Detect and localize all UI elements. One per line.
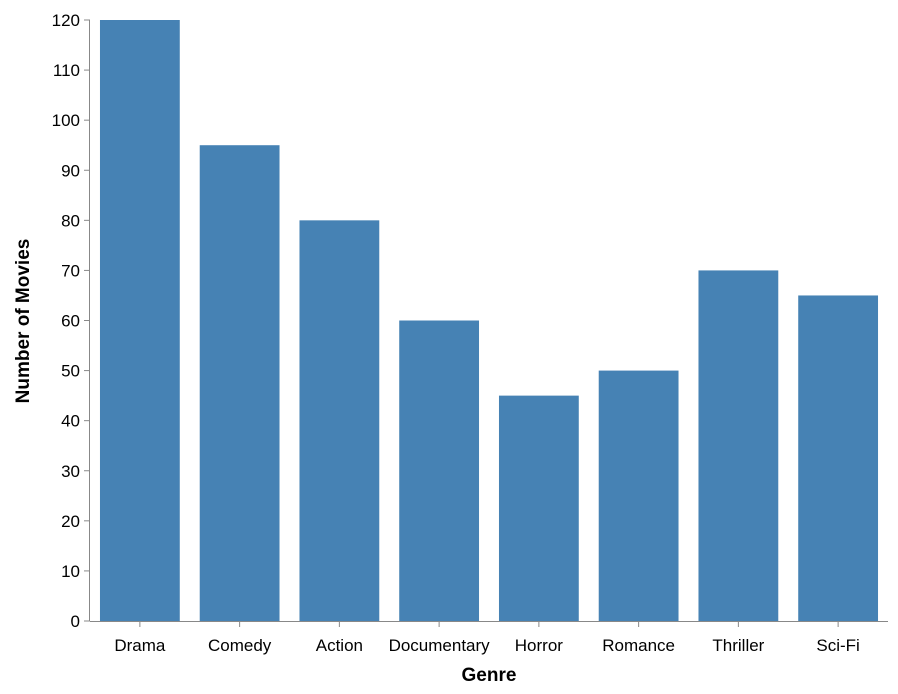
x-tick-label-comedy: Comedy [208, 636, 272, 655]
bars-group [99, 20, 879, 622]
y-tick-label-10: 10 [61, 562, 80, 581]
bar-thriller [698, 270, 779, 621]
bar-sci-fi [798, 295, 879, 621]
y-tick-label-0: 0 [71, 612, 80, 631]
y-tick-label-20: 20 [61, 512, 80, 531]
y-tick-label-120: 120 [52, 11, 80, 30]
bar-drama [99, 20, 180, 621]
y-tick-label-110: 110 [53, 61, 80, 80]
bar-action [299, 220, 380, 622]
x-tick-label-action: Action [316, 636, 363, 655]
y-tick-label-70: 70 [61, 261, 80, 280]
x-axis: Drama Comedy Action Documentary Horror Romanc… [90, 621, 888, 655]
y-tick-label-90: 90 [61, 161, 80, 180]
bar-romance [598, 370, 679, 621]
y-tick-label-30: 30 [61, 462, 80, 481]
x-tick-label-thriller: Thriller [712, 636, 764, 655]
x-tick-label-documentary: Documentary [389, 636, 491, 655]
x-axis-title: Genre [462, 665, 517, 686]
y-tick-label-80: 80 [61, 211, 80, 230]
y-tick-label-40: 40 [61, 412, 80, 431]
y-tick-label-50: 50 [61, 362, 80, 381]
x-tick-label-horror: Horror [515, 636, 564, 655]
bar-horror [498, 395, 579, 621]
bar-documentary [399, 320, 480, 621]
x-tick-label-sci-fi: Sci-Fi [816, 636, 859, 655]
y-tick-label-100: 100 [52, 111, 80, 130]
y-tick-label-60: 60 [61, 312, 80, 331]
x-tick-label-romance: Romance [602, 636, 675, 655]
y-axis: 0 10 20 30 40 50 60 70 80 90 100 110 120 [52, 11, 90, 631]
y-axis-title: Number of Movies [13, 239, 34, 404]
x-tick-label-drama: Drama [114, 636, 166, 655]
bar-comedy [199, 145, 280, 622]
